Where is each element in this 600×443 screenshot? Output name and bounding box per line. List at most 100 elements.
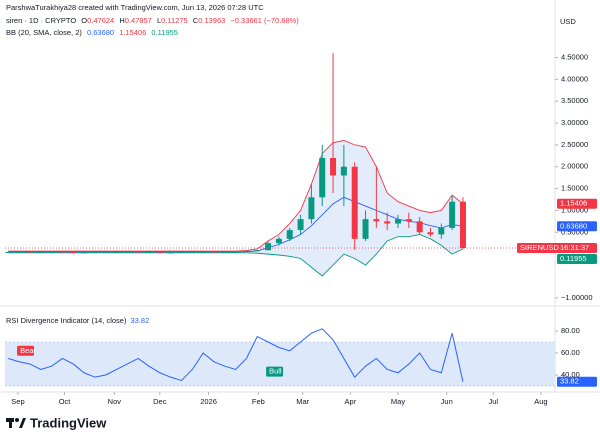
value: 0.11275 [161,16,188,25]
annotation: Bull [266,367,284,377]
candle-body [286,230,293,239]
candle-body [145,251,152,253]
bb-lower: 0.11955 [151,28,178,37]
price-tag-label: 0.63680 [560,221,587,230]
y-tick-label: 0.50000 [561,227,588,236]
annotation-box [17,345,35,356]
price-tag-box [557,254,597,264]
candle-body [91,251,98,253]
annotation-label: Bull [269,367,282,376]
rsi-band [5,342,555,386]
change: −0.33661 (−70.68%) [230,16,299,25]
candle-body [405,219,412,222]
logo-icon [15,418,19,422]
candle-body [16,251,23,253]
x-tick-label: Mar [296,397,309,406]
candle-body [427,232,434,235]
label: L [157,16,161,25]
label: H [119,16,124,25]
candle-body [5,251,12,253]
bb-upper: 1.15406 [119,28,146,37]
candle-body [167,252,174,254]
bb-line: BB (20, SMA, close, 2) 0.63680 1.15406 0… [6,28,178,37]
x-tick-label: Dec [153,397,167,406]
price-tag: 33.82 [557,377,597,387]
candle-body [26,251,33,253]
x-tick-label: Nov [108,397,122,406]
candle-body [330,157,337,176]
x-tick-label: Sep [11,397,24,406]
candle-body [200,251,207,253]
price-tag-box [557,221,597,232]
symbol-tag: SIRENUSD 16:31:37 [517,243,597,253]
candle-body [210,251,217,253]
candle-body [37,251,44,253]
candle-body [416,221,423,233]
candle-body [351,166,358,239]
brand: TradingView [30,415,107,430]
y-tick-label: 1.50000 [561,184,588,193]
candle-body [384,221,391,224]
price-tag: 0.63680 [557,221,597,232]
price-tag: 1.15406 [557,199,597,209]
candle-body [124,251,131,253]
value: 0.47624 [87,16,114,25]
x-tick-label: Jul [488,397,498,406]
rsi-value: 33.82 [130,316,149,325]
candle-body [59,251,66,253]
x-tick-label: May [391,397,405,406]
candle-body [297,219,304,231]
candle-body [438,227,445,235]
credit: ParshwaTurakhiya28 created with TradingV… [6,3,264,12]
candle-body [113,251,120,253]
ohlc-line: siren · 1D · CRYPTO O0.47624 H0.47857 L0… [6,16,299,25]
label: C [193,16,199,25]
candle-body [340,166,347,176]
candle-body [156,251,163,253]
y-tick-label: 4.00000 [561,74,588,83]
symbol: siren · 1D · CRYPTO [6,16,76,25]
y-tick-label: 40.00 [561,370,580,379]
candle-body [265,243,272,251]
price-tag-box [557,376,597,387]
candle-body [319,157,326,198]
candle-body [243,251,250,253]
candle-body [308,197,315,220]
label: O [81,16,87,25]
rsi-title: RSI Divergence Indicator (14, close) 33.8… [6,316,149,325]
value: 0.13963 [198,16,225,25]
y-tick-label: 3.00000 [561,118,588,127]
y-tick-label: 2.50000 [561,140,588,149]
y-tick-label: 1.00000 [561,205,588,214]
symbol-tag-box [517,243,597,253]
price-tag-label: 1.15406 [560,199,587,208]
logo: TradingView [6,415,107,430]
x-tick-label: Apr [345,397,357,406]
candle-body [395,219,402,224]
candle-body [232,251,239,253]
candle-body [135,251,142,253]
x-tick-label: 2026 [200,397,217,406]
value: 0.47857 [125,16,152,25]
y-tick-label: 3.50000 [561,96,588,105]
candle-body [81,252,88,254]
y-tick-label: 4.50000 [561,52,588,61]
annotation: Bear [17,346,36,356]
candle-body [102,251,109,253]
y-tick-label: 2.00000 [561,162,588,171]
y-tick-label: −1.00000 [561,293,593,302]
candle-body [178,251,185,253]
candle-body [221,251,228,253]
candle-body [373,219,380,222]
x-tick-label: Feb [252,397,265,406]
x-tick-label: Jun [441,397,453,406]
logo-icon [19,418,26,428]
candle-body [189,251,196,253]
countdown: 16:31:37 [560,243,589,252]
bb-label: BB (20, SMA, close, 2) [6,28,82,37]
candle-body [459,201,466,248]
logo-icon [9,418,12,428]
candle-body [254,250,261,252]
x-tick-label: Oct [59,397,72,406]
